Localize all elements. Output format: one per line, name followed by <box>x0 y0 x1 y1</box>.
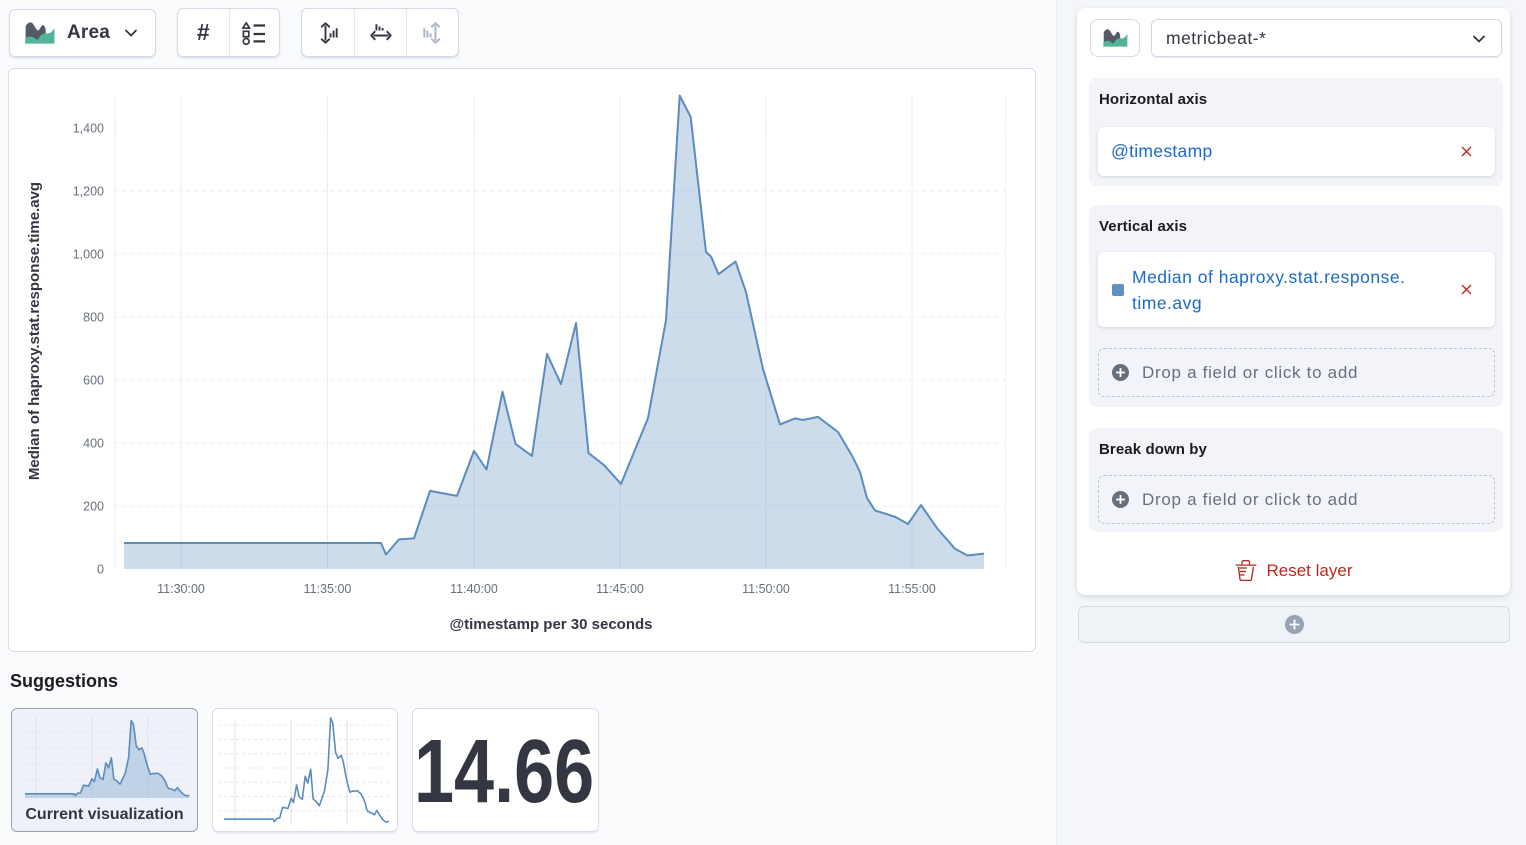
svg-text:1,400: 1,400 <box>73 122 104 136</box>
svg-text:0: 0 <box>97 563 104 577</box>
svg-text:600: 600 <box>83 374 104 388</box>
svg-text:1,200: 1,200 <box>73 185 104 199</box>
svg-text:@timestamp per 30 seconds: @timestamp per 30 seconds <box>449 616 652 633</box>
svg-text:11:30:00: 11:30:00 <box>157 582 205 596</box>
svg-text:11:35:00: 11:35:00 <box>304 582 352 596</box>
svg-text:11:50:00: 11:50:00 <box>742 582 790 596</box>
svg-text:11:55:00: 11:55:00 <box>888 582 936 596</box>
svg-text:1,000: 1,000 <box>73 248 104 262</box>
svg-text:11:40:00: 11:40:00 <box>450 582 498 596</box>
svg-text:200: 200 <box>83 500 104 514</box>
svg-text:800: 800 <box>83 311 104 325</box>
svg-text:11:45:00: 11:45:00 <box>596 582 644 596</box>
svg-text:400: 400 <box>83 437 104 451</box>
svg-text:Median of haproxy.stat.respons: Median of haproxy.stat.response.time.avg <box>26 182 43 480</box>
